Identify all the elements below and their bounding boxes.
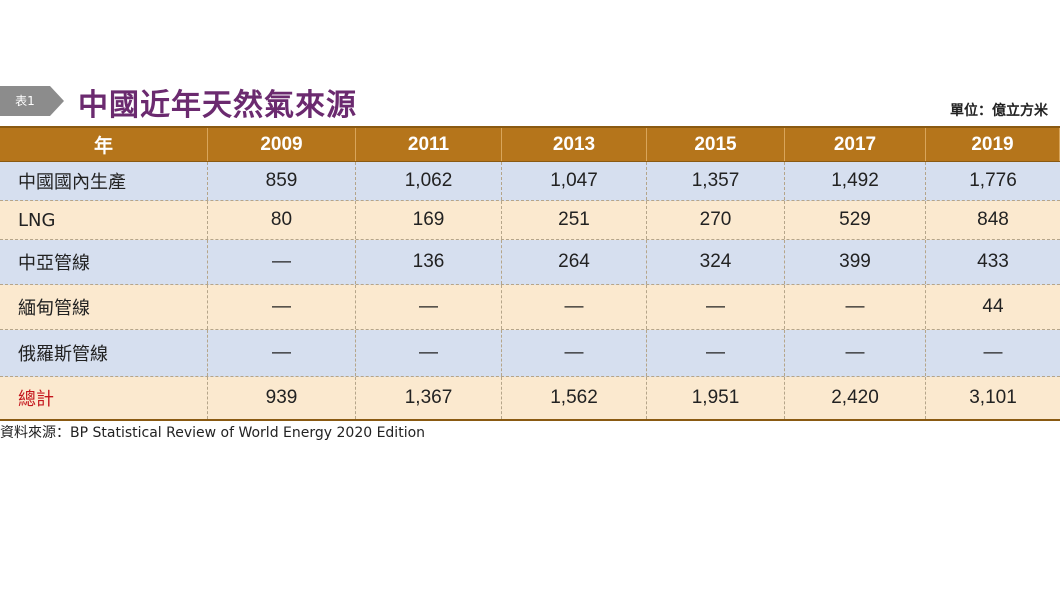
row-label: LNG: [0, 201, 208, 239]
table-total-row: 總計 939 1,367 1,562 1,951 2,420 3,101: [0, 377, 1060, 421]
row-label: 中亞管線: [0, 240, 208, 284]
table-cell: —: [785, 285, 926, 329]
table-cell: 324: [647, 240, 785, 284]
table-number-badge: 表1: [0, 86, 66, 116]
table-row: 中亞管線 — 136 264 324 399 433: [0, 240, 1060, 285]
table-cell: —: [502, 330, 647, 376]
source-note: 資料來源：BP Statistical Review of World Ener…: [0, 425, 426, 441]
header-cell: 2013: [502, 128, 647, 161]
table-cell: —: [356, 285, 502, 329]
table-cell: 80: [208, 201, 356, 239]
total-cell: 1,562: [502, 377, 647, 419]
table-cell: 1,492: [785, 162, 926, 200]
total-cell: 1,367: [356, 377, 502, 419]
table-cell: —: [647, 330, 785, 376]
table-row: 緬甸管線 — — — — — 44: [0, 285, 1060, 330]
table-cell: —: [647, 285, 785, 329]
table-cell: —: [356, 330, 502, 376]
table-row: LNG 80 169 251 270 529 848: [0, 201, 1060, 240]
table-cell: 1,357: [647, 162, 785, 200]
table-cell: 1,062: [356, 162, 502, 200]
table-cell: 1,776: [969, 170, 1017, 191]
table-cell: —: [983, 342, 1003, 363]
header-cell: 2009: [208, 128, 356, 161]
table-cell: 136: [356, 240, 502, 284]
table-cell: 433: [977, 251, 1009, 272]
table-cell: 169: [356, 201, 502, 239]
table-cell: 399: [785, 240, 926, 284]
table-cell: —: [208, 330, 356, 376]
table-cell: 848: [977, 209, 1009, 230]
total-cell: 2,420: [785, 377, 926, 419]
table-cell: —: [785, 330, 926, 376]
total-cell: 939: [208, 377, 356, 419]
total-label: 總計: [0, 377, 208, 419]
header-cell-year: 年: [0, 128, 208, 161]
table-cell: —: [208, 285, 356, 329]
header-cell: 2015: [647, 128, 785, 161]
data-table: 年 2009 2011 2013 2015 2017 2019 中國國內生產 8…: [0, 126, 1060, 421]
table-cell: 251: [502, 201, 647, 239]
table-cell: 1,047: [502, 162, 647, 200]
table-title: 中國近年天然氣來源: [78, 88, 357, 123]
table-header-row: 年 2009 2011 2013 2015 2017 2019: [0, 126, 1060, 162]
row-label: 俄羅斯管線: [0, 330, 208, 376]
table-cell: —: [208, 240, 356, 284]
row-label: 中國國內生產: [0, 162, 208, 200]
unit-label: 單位：億立方米: [950, 103, 1048, 119]
table-cell: 264: [502, 240, 647, 284]
table-cell: 270: [647, 201, 785, 239]
table-cell: 859: [208, 162, 356, 200]
total-cell: 3,101: [969, 387, 1017, 408]
table-row: 俄羅斯管線 — — — — — —: [0, 330, 1060, 377]
table-number-label: 表1: [0, 86, 50, 116]
badge-arrow-icon: [50, 86, 64, 116]
table-cell: —: [502, 285, 647, 329]
header-cell: 2019: [926, 128, 1060, 161]
table-cell: 529: [785, 201, 926, 239]
table-cell: 44: [982, 296, 1004, 317]
table-row: 中國國內生產 859 1,062 1,047 1,357 1,492 1,776: [0, 162, 1060, 201]
header-cell: 2017: [785, 128, 926, 161]
header-cell: 2011: [356, 128, 502, 161]
row-label: 緬甸管線: [0, 285, 208, 329]
total-cell: 1,951: [647, 377, 785, 419]
